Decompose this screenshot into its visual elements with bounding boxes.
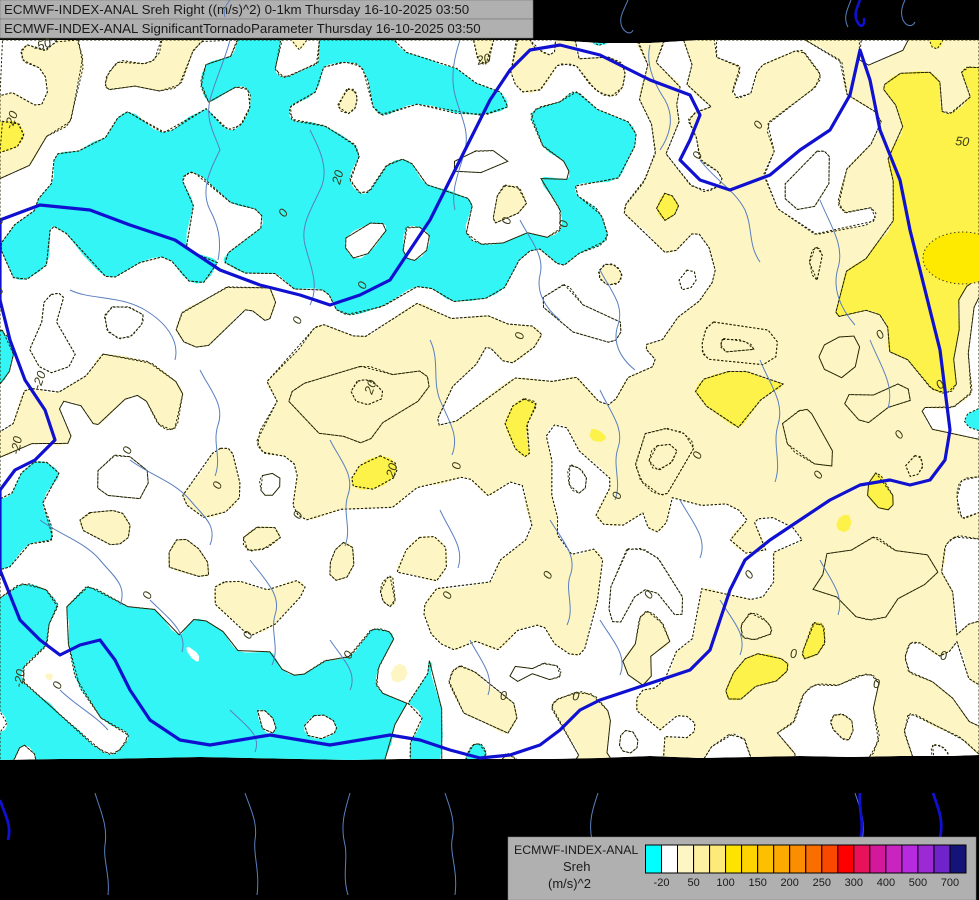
- svg-text:0: 0: [572, 689, 580, 704]
- svg-text:500: 500: [909, 877, 927, 889]
- svg-text:50: 50: [687, 877, 699, 889]
- svg-text:ECMWF-INDEX-ANAL: ECMWF-INDEX-ANAL: [514, 843, 638, 857]
- svg-text:0: 0: [940, 649, 947, 663]
- svg-text:400: 400: [877, 877, 895, 889]
- svg-text:200: 200: [781, 877, 799, 889]
- svg-text:50: 50: [955, 134, 970, 149]
- svg-text:0: 0: [873, 677, 880, 691]
- svg-text:150: 150: [749, 877, 767, 889]
- svg-text:0: 0: [790, 647, 797, 661]
- svg-text:100: 100: [716, 877, 734, 889]
- svg-text:(m/s)^2: (m/s)^2: [548, 876, 591, 891]
- svg-text:700: 700: [941, 877, 959, 889]
- svg-text:ECMWF-INDEX-ANAL Sreh Right ((: ECMWF-INDEX-ANAL Sreh Right ((m/s)^2) 0-…: [4, 2, 469, 17]
- svg-text:250: 250: [813, 877, 831, 889]
- svg-text:ECMWF-INDEX-ANAL SignificantTo: ECMWF-INDEX-ANAL SignificantTornadoParam…: [4, 21, 481, 36]
- svg-text:0: 0: [500, 689, 507, 703]
- svg-text:-20: -20: [654, 877, 670, 889]
- svg-text:Sreh: Sreh: [563, 859, 590, 874]
- svg-text:300: 300: [845, 877, 863, 889]
